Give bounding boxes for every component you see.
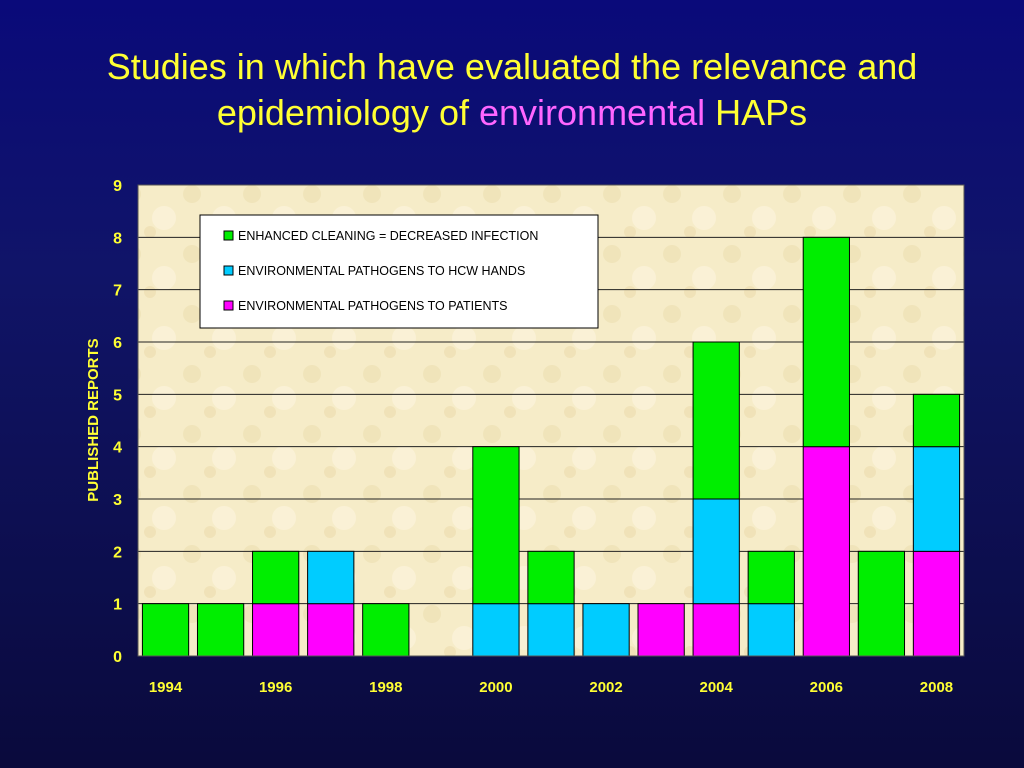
- bar-segment: [692, 341, 740, 500]
- x-tick-label: 2008: [920, 679, 953, 696]
- bar-segment: [637, 603, 685, 657]
- bar-segment: [857, 550, 906, 657]
- x-tick-label: 2004: [700, 679, 734, 696]
- x-tick-label: 1996: [259, 679, 292, 696]
- bar-segment: [527, 550, 575, 605]
- bar-segment: [252, 603, 300, 657]
- y-tick-label: 7: [113, 283, 122, 300]
- bar-segment: [912, 446, 961, 552]
- bar-segment: [362, 603, 410, 657]
- y-tick-label: 2: [113, 544, 122, 561]
- legend-label: ENHANCED CLEANING = DECREASED INFECTION: [238, 229, 538, 243]
- legend-label: ENVIRONMENTAL PATHOGENS TO PATIENTS: [238, 299, 507, 313]
- y-tick-label: 0: [113, 649, 122, 666]
- y-tick-label: 1: [113, 597, 122, 614]
- bar-segment: [692, 603, 740, 657]
- x-tick-label: 2000: [479, 679, 512, 696]
- x-tick-labels: 1994 1996 1998 2000 2002 2004 2006 2008: [149, 679, 953, 696]
- bar-segment: [472, 446, 520, 605]
- y-tick-label: 3: [113, 492, 122, 509]
- bar-segment: [472, 603, 520, 657]
- y-tick-label: 6: [113, 335, 122, 352]
- title-line-2-suffix: HAPs: [715, 92, 808, 133]
- title-line-1: Studies in which have evaluated the rele…: [106, 46, 918, 87]
- legend-box: [199, 214, 599, 329]
- bar-segment: [307, 603, 355, 657]
- y-tick-label: 4: [113, 440, 122, 457]
- legend-swatch: [223, 300, 234, 311]
- bar-segment: [802, 236, 850, 448]
- y-tick-labels: 0 1 2 3 4 5 6 7 8 9: [113, 178, 122, 666]
- bar-segment: [747, 603, 795, 657]
- legend-swatch: [223, 265, 234, 276]
- x-tick-label: 2006: [810, 679, 843, 696]
- bar-segment: [307, 550, 355, 605]
- bar-segment: [196, 603, 245, 657]
- y-tick-label: 9: [113, 178, 122, 195]
- y-axis-label: PUBLISHED REPORTS: [85, 338, 102, 501]
- slide-title: Studies in which have evaluated the rele…: [0, 44, 1024, 136]
- bar-segment: [802, 446, 850, 657]
- bar-segment: [912, 550, 961, 657]
- x-tick-label: 1998: [369, 679, 402, 696]
- bars: [141, 236, 961, 657]
- bar-segment: [252, 550, 300, 605]
- legend: ENHANCED CLEANING = DECREASED INFECTION E…: [199, 214, 599, 329]
- title-line-2: epidemiology of environmental HAPs: [0, 90, 1024, 136]
- plot-border: [137, 184, 965, 657]
- y-tick-label: 5: [113, 387, 122, 404]
- bar-segment: [912, 393, 961, 448]
- bar-segment: [692, 498, 740, 605]
- bar-segment: [527, 603, 575, 657]
- x-tick-label: 1994: [149, 679, 183, 696]
- y-tick-label: 8: [113, 230, 122, 247]
- x-tick-label: 2002: [589, 679, 622, 696]
- title-highlight-word: environmental: [479, 92, 706, 133]
- bar-segment: [582, 603, 630, 657]
- legend-swatch: [223, 230, 234, 241]
- bar-segment: [747, 550, 795, 605]
- legend-label: ENVIRONMENTAL PATHOGENS TO HCW HANDS: [238, 264, 525, 278]
- title-line-2-prefix: epidemiology of: [216, 92, 469, 133]
- bar-segment: [141, 603, 190, 657]
